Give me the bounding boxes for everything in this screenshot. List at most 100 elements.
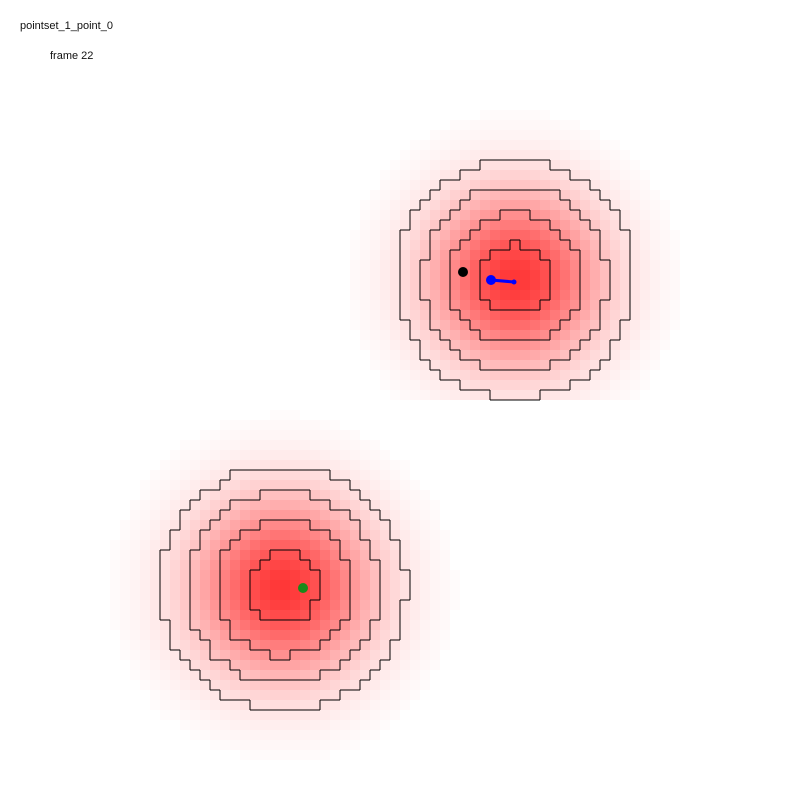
heat-cell [210, 550, 220, 560]
heat-cell [440, 130, 450, 140]
heat-cell [340, 640, 350, 650]
heat-cell [490, 390, 500, 400]
heat-cell [420, 650, 430, 660]
heat-cell [400, 270, 410, 280]
heat-cell [250, 430, 260, 440]
heat-cell [600, 370, 610, 380]
heat-cell [200, 600, 210, 610]
heat-cell [190, 600, 200, 610]
heat-cell [160, 500, 170, 510]
heat-cell [190, 440, 200, 450]
heat-cell [140, 480, 150, 490]
heat-cell [300, 480, 310, 490]
heat-cell [660, 200, 670, 210]
heat-cell [150, 610, 160, 620]
heat-cell [220, 500, 230, 510]
heat-cell [230, 560, 240, 570]
heat-cell [150, 630, 160, 640]
heat-cell [200, 540, 210, 550]
heat-cell [390, 520, 400, 530]
heat-cell [160, 520, 170, 530]
heat-cell [380, 590, 390, 600]
heat-cell [630, 180, 640, 190]
heat-cell [360, 600, 370, 610]
heat-cell [260, 590, 270, 600]
heat-cell [630, 230, 640, 240]
heat-cell [580, 330, 590, 340]
heat-cell [380, 290, 390, 300]
heat-cell [290, 520, 300, 530]
heat-cell [500, 140, 510, 150]
heat-cell [440, 610, 450, 620]
heat-cell [410, 310, 420, 320]
heat-cell [340, 570, 350, 580]
heat-cell [210, 670, 220, 680]
heat-cell [420, 620, 430, 630]
heat-cell [530, 130, 540, 140]
heat-cell [280, 520, 290, 530]
heat-cell [260, 660, 270, 670]
heat-cell [360, 670, 370, 680]
heat-cell [380, 640, 390, 650]
heat-cell [270, 520, 280, 530]
heat-cell [130, 630, 140, 640]
heat-cell [220, 430, 230, 440]
heat-cell [660, 300, 670, 310]
heat-cell [260, 580, 270, 590]
heat-cell [230, 430, 240, 440]
heat-cell [300, 470, 310, 480]
heat-cell [190, 710, 200, 720]
heat-cell [370, 710, 380, 720]
heat-cell [530, 360, 540, 370]
heat-cell [320, 570, 330, 580]
heat-cell [400, 370, 410, 380]
heat-cell [150, 480, 160, 490]
heat-cell [310, 530, 320, 540]
heat-cell [150, 560, 160, 570]
heat-cell [230, 540, 240, 550]
heat-cell [260, 640, 270, 650]
heat-cell [190, 580, 200, 590]
heat-cell [380, 570, 390, 580]
heat-cell [290, 570, 300, 580]
heat-cell [430, 560, 440, 570]
heat-cell [470, 210, 480, 220]
heat-cell [320, 550, 330, 560]
heat-cell [390, 460, 400, 470]
heat-cell [510, 370, 520, 380]
heat-cell [250, 480, 260, 490]
heat-cell [370, 520, 380, 530]
heat-cell [390, 180, 400, 190]
heat-cell [600, 250, 610, 260]
heat-cell [570, 250, 580, 260]
heat-cell [530, 280, 540, 290]
heat-cell [670, 250, 680, 260]
heat-cell [370, 340, 380, 350]
heat-cell [560, 260, 570, 270]
heat-cell [480, 320, 490, 330]
heat-cell [330, 630, 340, 640]
heat-cell [610, 380, 620, 390]
heat-cell [290, 670, 300, 680]
heat-cell [430, 660, 440, 670]
heat-cell [240, 460, 250, 470]
heat-cell [330, 690, 340, 700]
heat-cell [530, 150, 540, 160]
heat-cell [410, 500, 420, 510]
heat-cell [580, 200, 590, 210]
heat-cell [460, 260, 470, 270]
heat-cell [120, 570, 130, 580]
heat-cell [620, 210, 630, 220]
heat-cell [140, 600, 150, 610]
heat-cell [310, 580, 320, 590]
heat-cell [550, 310, 560, 320]
heat-cell [130, 660, 140, 670]
heat-cell [440, 140, 450, 150]
heat-cell [490, 190, 500, 200]
heat-cell [640, 340, 650, 350]
heat-cell [350, 310, 360, 320]
heat-cell [500, 130, 510, 140]
heat-cell [140, 630, 150, 640]
heat-cell [250, 630, 260, 640]
heat-cell [410, 480, 420, 490]
